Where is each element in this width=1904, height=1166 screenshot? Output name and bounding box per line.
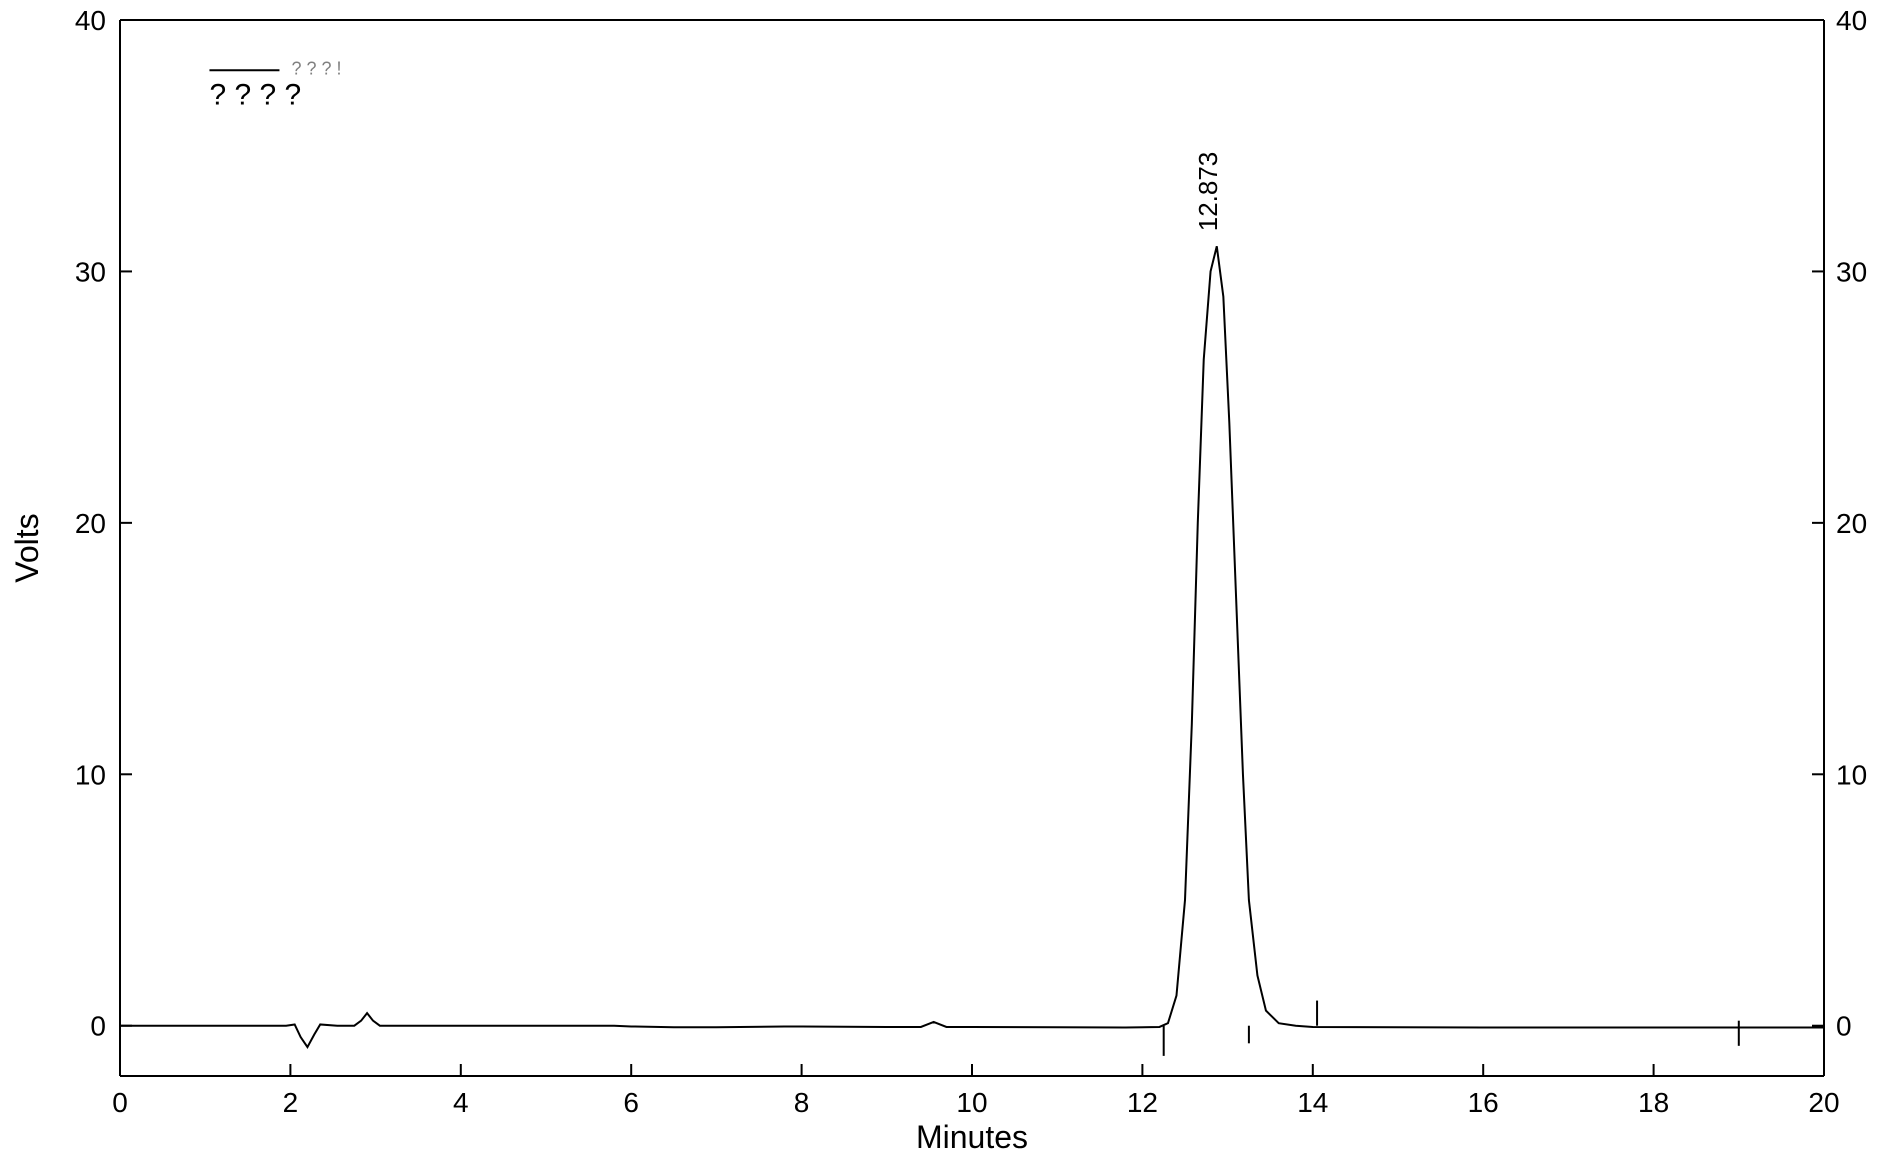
x-tick-label: 12 [1127, 1087, 1158, 1118]
x-tick-label: 18 [1638, 1087, 1669, 1118]
chart-svg: 0 2 4 6 8 10 12 14 16 18 20 0 10 20 30 40 0 10 20 30 40 Volts… [0, 0, 1904, 1166]
x-tick-label: 10 [956, 1087, 987, 1118]
y-tick-right-label: 10 [1836, 759, 1867, 790]
x-tick-label: 16 [1468, 1087, 1499, 1118]
x-axis-label: Minutes [916, 1119, 1028, 1155]
y-tick-left-label: 0 [90, 1011, 106, 1042]
x-tick-label: 8 [794, 1087, 810, 1118]
x-tick-label: 4 [453, 1087, 469, 1118]
x-tick-label: 14 [1297, 1087, 1328, 1118]
chromatogram-chart: 0 2 4 6 8 10 12 14 16 18 20 0 10 20 30 40 0 10 20 30 40 Volts… [0, 0, 1904, 1166]
y-tick-right-label: 20 [1836, 508, 1867, 539]
peak-label: 12.873 [1193, 152, 1223, 232]
legend-text: ? ? ? ? [209, 78, 301, 111]
x-tick-label: 6 [623, 1087, 639, 1118]
x-tick-label: 0 [112, 1087, 128, 1118]
y-tick-left-label: 30 [75, 256, 106, 287]
x-tick-label: 20 [1808, 1087, 1839, 1118]
legend-subtext: ? ? ? ! [291, 58, 341, 78]
y-tick-left-label: 10 [75, 759, 106, 790]
y-tick-right-label: 30 [1836, 256, 1867, 287]
y-axis-label: Volts [9, 513, 45, 582]
y-tick-right-label: 0 [1836, 1011, 1852, 1042]
y-tick-left-label: 20 [75, 508, 106, 539]
x-tick-label: 2 [283, 1087, 299, 1118]
y-tick-right-label: 40 [1836, 5, 1867, 36]
y-tick-left-label: 40 [75, 5, 106, 36]
